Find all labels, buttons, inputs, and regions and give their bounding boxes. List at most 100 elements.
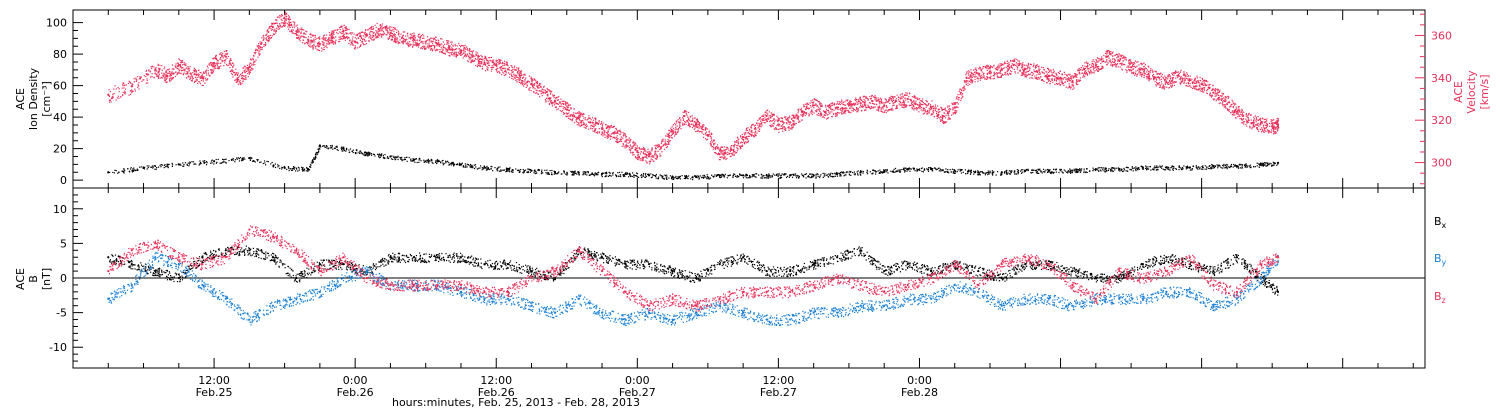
data-dot (603, 173, 604, 174)
data-dot (985, 173, 986, 174)
data-dot (1246, 163, 1247, 164)
data-dot (182, 162, 183, 163)
data-dot (179, 69, 180, 70)
data-dot (422, 41, 423, 42)
data-dot (111, 101, 112, 102)
data-dot (298, 30, 299, 31)
data-dot (236, 73, 237, 74)
data-dot (932, 170, 933, 171)
data-dot (345, 38, 346, 39)
data-dot (551, 174, 552, 175)
data-dot (558, 108, 559, 109)
data-dot (338, 150, 339, 151)
data-dot (519, 78, 520, 79)
data-dot (551, 91, 552, 92)
data-dot (257, 159, 258, 160)
data-dot (604, 132, 605, 133)
data-dot (809, 176, 810, 177)
data-dot (700, 175, 701, 176)
data-dot (341, 26, 342, 27)
top-right-tick-label: 340 (1431, 72, 1452, 85)
data-dot (860, 170, 861, 171)
data-dot (464, 47, 465, 48)
data-dot (797, 175, 798, 176)
data-dot (297, 29, 298, 30)
data-dot (810, 174, 811, 175)
data-dot (443, 164, 444, 165)
data-dot (950, 169, 951, 170)
data-dot (125, 93, 126, 94)
data-dot (578, 124, 579, 125)
data-dot (386, 26, 387, 27)
data-dot (565, 107, 566, 108)
data-dot (551, 170, 552, 171)
data-dot (357, 43, 358, 44)
data-dot (545, 172, 546, 173)
data-dot (478, 168, 479, 169)
data-dot (469, 57, 470, 58)
data-dot (309, 46, 310, 47)
data-dot (533, 172, 534, 173)
data-dot (480, 165, 481, 166)
data-point (1071, 170, 1073, 172)
data-dot (162, 77, 163, 78)
data-dot (165, 76, 166, 77)
data-dot (525, 78, 526, 79)
data-dot (554, 174, 555, 175)
data-dot (431, 41, 432, 42)
data-dot (554, 100, 555, 101)
data-dot (247, 73, 248, 74)
data-dot (250, 69, 251, 70)
data-dot (502, 68, 503, 69)
data-dot (413, 44, 414, 45)
data-dot (448, 45, 449, 46)
data-dot (541, 172, 542, 173)
data-dot (563, 108, 564, 109)
data-dot (755, 173, 756, 174)
data-dot (594, 128, 595, 129)
data-dot (735, 176, 736, 177)
data-dot (1053, 172, 1054, 173)
data-dot (442, 160, 443, 161)
data-dot (330, 147, 331, 148)
data-dot (699, 178, 700, 179)
data-dot (153, 77, 154, 78)
data-dot (588, 115, 589, 116)
data-dot (161, 77, 162, 78)
data-dot (789, 177, 790, 178)
data-dot (507, 64, 508, 65)
data-dot (189, 79, 190, 80)
data-dot (244, 66, 245, 67)
data-dot (410, 34, 411, 35)
data-dot (555, 107, 556, 108)
data-dot (497, 169, 498, 170)
data-dot (204, 162, 205, 163)
data-dot (1167, 168, 1168, 169)
data-dot (476, 54, 477, 55)
data-dot (453, 49, 454, 50)
data-dot (428, 159, 429, 160)
data-dot (474, 168, 475, 169)
data-dot (545, 90, 546, 91)
data-dot (408, 37, 409, 38)
data-dot (330, 145, 331, 146)
data-dot (580, 112, 581, 113)
data-dot (567, 113, 568, 114)
data-dot (546, 98, 547, 99)
data-dot (658, 177, 659, 178)
data-dot (1077, 172, 1078, 173)
data-dot (295, 170, 296, 171)
data-dot (492, 67, 493, 68)
data-dot (146, 71, 147, 72)
data-dot (206, 74, 207, 75)
data-dot (420, 42, 421, 43)
data-dot (1261, 165, 1262, 166)
data-dot (239, 158, 240, 159)
data-dot (308, 45, 309, 46)
data-dot (519, 74, 520, 75)
data-dot (474, 60, 475, 61)
data-dot (424, 46, 425, 47)
data-dot (195, 74, 196, 75)
data-dot (110, 91, 111, 92)
data-dot (1056, 169, 1057, 170)
